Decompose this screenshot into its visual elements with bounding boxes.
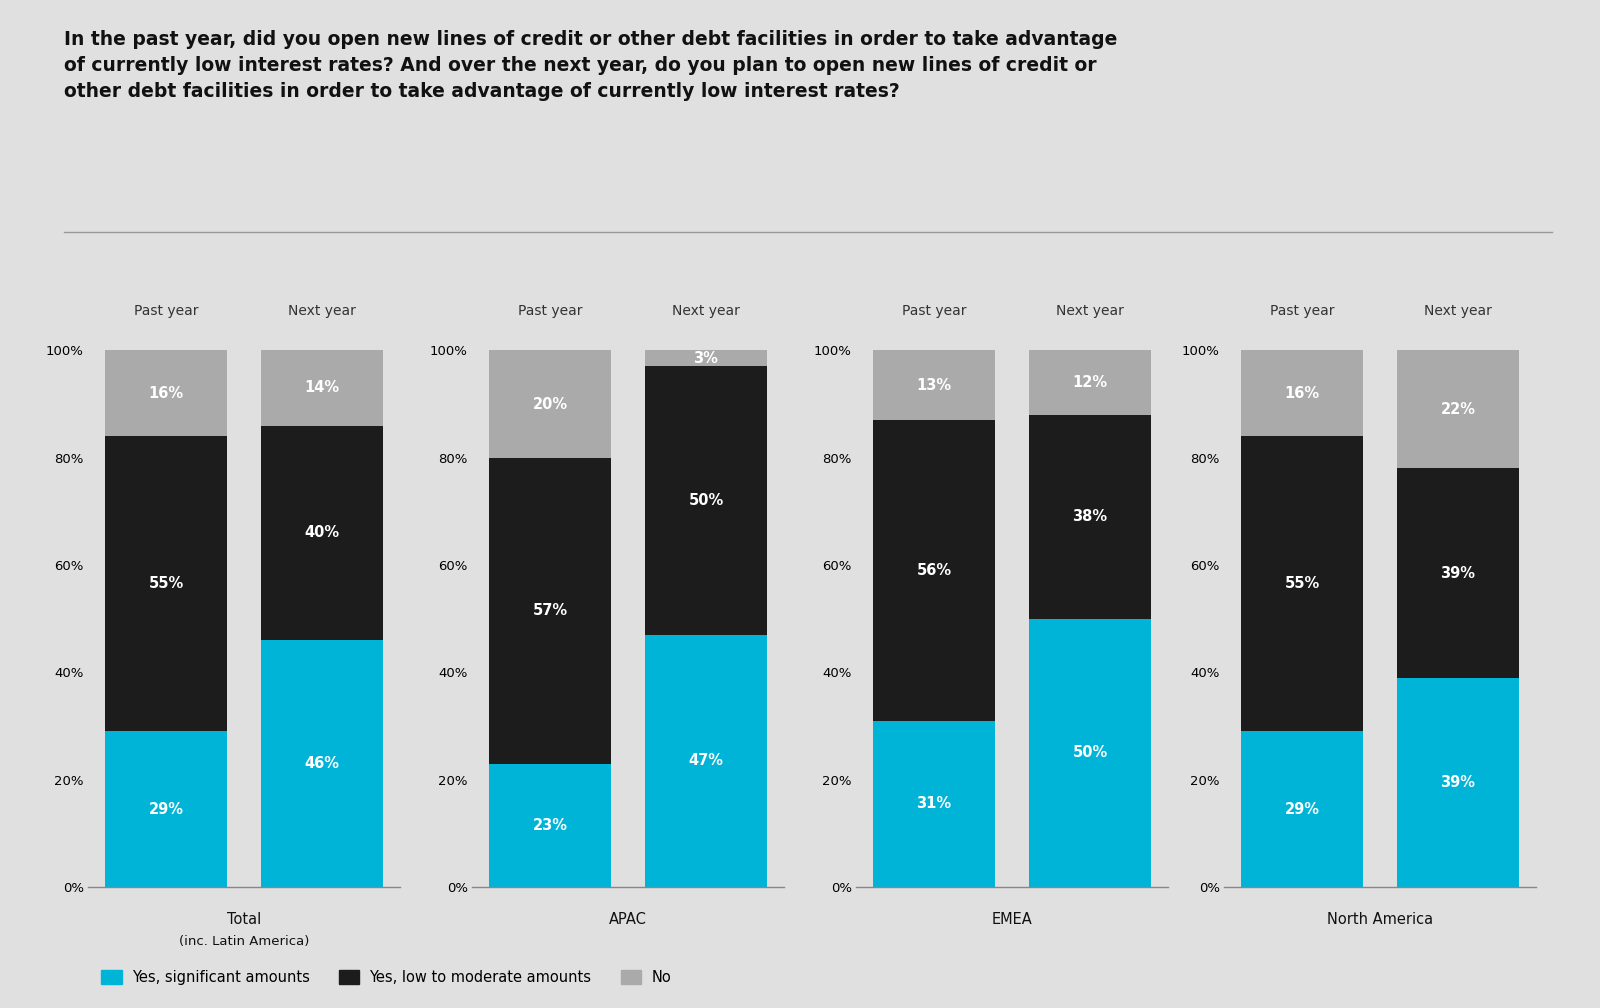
Bar (104, 436, 227, 732)
Bar (488, 351, 611, 458)
Bar (1029, 351, 1152, 414)
Text: 40%: 40% (304, 525, 339, 540)
Text: Past year: Past year (134, 304, 198, 319)
Text: 39%: 39% (1440, 565, 1475, 581)
Bar (1240, 351, 1363, 436)
Text: Past year: Past year (902, 304, 966, 319)
Text: 31%: 31% (917, 796, 952, 811)
Bar (488, 764, 611, 887)
Bar (645, 635, 768, 887)
Text: Next year: Next year (288, 304, 355, 319)
Bar (1397, 351, 1520, 469)
Text: Past year: Past year (518, 304, 582, 319)
Text: 57%: 57% (533, 603, 568, 618)
Text: Total: Total (227, 912, 261, 927)
Text: 23%: 23% (533, 817, 568, 833)
Bar (261, 351, 384, 425)
Text: 55%: 55% (1285, 577, 1320, 592)
Text: North America: North America (1326, 912, 1434, 927)
Text: 16%: 16% (149, 386, 184, 401)
Bar (261, 640, 384, 887)
Text: 3%: 3% (693, 351, 718, 366)
Bar (645, 351, 768, 367)
Bar (1029, 414, 1152, 619)
Text: 50%: 50% (688, 493, 723, 508)
Text: Next year: Next year (1056, 304, 1123, 319)
Text: 29%: 29% (149, 801, 184, 816)
Text: APAC: APAC (610, 912, 646, 927)
Text: 55%: 55% (149, 577, 184, 592)
Bar (1240, 732, 1363, 887)
Text: 46%: 46% (304, 756, 339, 771)
Text: In the past year, did you open new lines of credit or other debt facilities in o: In the past year, did you open new lines… (64, 30, 1117, 101)
Bar (488, 458, 611, 764)
Bar (1240, 436, 1363, 732)
Bar (1397, 677, 1520, 887)
Text: (inc. Latin America): (inc. Latin America) (179, 935, 309, 949)
Text: 29%: 29% (1285, 801, 1320, 816)
Legend: Yes, significant amounts, Yes, low to moderate amounts, No: Yes, significant amounts, Yes, low to mo… (96, 964, 677, 991)
Text: Next year: Next year (672, 304, 739, 319)
Text: EMEA: EMEA (992, 912, 1032, 927)
Text: 47%: 47% (688, 753, 723, 768)
Bar (104, 351, 227, 436)
Text: 50%: 50% (1072, 745, 1107, 760)
Bar (872, 721, 995, 887)
Text: Past year: Past year (1270, 304, 1334, 319)
Bar (104, 732, 227, 887)
Text: 13%: 13% (917, 378, 952, 393)
Text: 14%: 14% (304, 380, 339, 395)
Bar (261, 425, 384, 640)
Bar (645, 367, 768, 635)
Bar (1029, 619, 1152, 887)
Text: 22%: 22% (1440, 402, 1475, 417)
Text: 20%: 20% (533, 396, 568, 411)
Text: 39%: 39% (1440, 775, 1475, 790)
Text: 56%: 56% (917, 562, 952, 578)
Bar (1397, 469, 1520, 677)
Text: Next year: Next year (1424, 304, 1491, 319)
Bar (872, 420, 995, 721)
Text: 16%: 16% (1285, 386, 1320, 401)
Bar (872, 351, 995, 420)
Text: 38%: 38% (1072, 509, 1107, 524)
Text: 12%: 12% (1072, 375, 1107, 390)
